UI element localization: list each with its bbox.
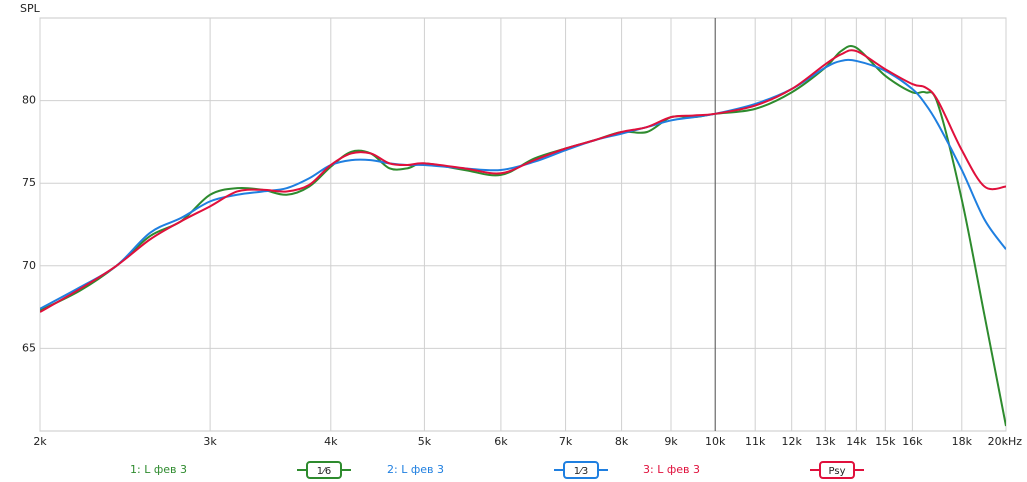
plot-area xyxy=(39,17,1007,432)
x-tick-label: 8k xyxy=(615,435,629,448)
series-line xyxy=(40,49,1006,313)
series-line xyxy=(40,58,1006,310)
x-tick-label: 5k xyxy=(418,435,432,448)
smoothing-button[interactable] xyxy=(819,461,855,479)
legend-label: 3: L фев 3 xyxy=(643,463,700,476)
x-tick-label: 2k xyxy=(33,435,47,448)
smoothing-label: Psy xyxy=(829,466,846,477)
x-tick-label: 4k xyxy=(324,435,338,448)
x-tick-label: 11k xyxy=(745,435,766,448)
x-tick-label: 12k xyxy=(782,435,803,448)
x-tick-label: 15k xyxy=(875,435,896,448)
x-tick-label: 3k xyxy=(203,435,217,448)
smoothing-button[interactable] xyxy=(563,461,599,479)
legend-label: 2: L фев 3 xyxy=(387,463,444,476)
smoothing-button[interactable] xyxy=(306,461,342,479)
x-tick-label: 20kHz xyxy=(988,435,1023,448)
y-tick-label: 70 xyxy=(22,259,36,272)
legend-label: 1: L фев 3 xyxy=(130,463,187,476)
x-tick-label: 9k xyxy=(664,435,678,448)
x-tick-label: 16k xyxy=(902,435,923,448)
x-tick-label: 13k xyxy=(815,435,836,448)
x-tick-label: 7k xyxy=(559,435,573,448)
y-tick-label: 75 xyxy=(22,176,36,189)
y-tick-label: 80 xyxy=(22,94,36,107)
x-tick-label: 14k xyxy=(846,435,867,448)
x-tick-label: 6k xyxy=(494,435,508,448)
smoothing-label: 1⁄6 xyxy=(317,466,331,477)
x-tick-label: 10k xyxy=(705,435,726,448)
y-axis-label: SPL xyxy=(20,2,41,15)
smoothing-label: 1⁄3 xyxy=(574,466,588,477)
y-tick-label: 65 xyxy=(22,341,36,354)
x-tick-label: 18k xyxy=(952,435,973,448)
